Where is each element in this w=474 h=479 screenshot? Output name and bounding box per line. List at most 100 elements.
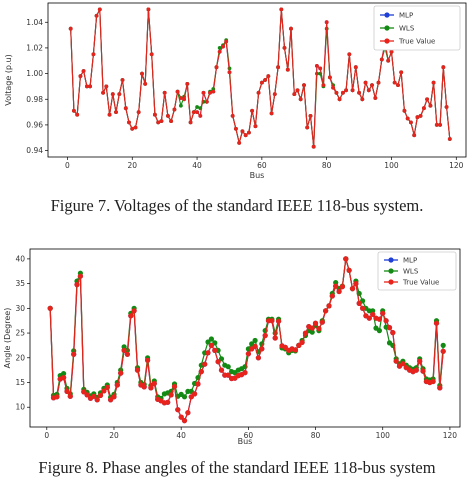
data-point [266,74,271,78]
data-point [247,130,251,135]
data-point [253,124,258,129]
x-tick-label: 40 [176,431,186,440]
x-tick-label: 60 [244,431,254,440]
data-point [344,88,348,93]
x-tick-label: 20 [109,431,119,440]
angle-chart: 0 20 40 60 80 100 120 10 15 20 25 30 35 40 Angle (Deg… [3,248,461,446]
data-point [390,330,396,336]
data-point [376,316,382,322]
data-point [149,52,154,57]
data-point [376,80,381,85]
data-point [218,356,225,362]
data-point [162,90,167,95]
x-tick-label: 80 [311,431,321,440]
data-point [64,388,70,394]
data-point [360,97,365,102]
data-point [263,78,267,82]
data-point [430,378,436,385]
data-point [334,90,339,95]
data-point [309,329,315,335]
y-tick-label: 25 [15,329,25,338]
data-point [114,110,118,114]
y-tick-label: 0.94 [26,146,43,155]
data-point [308,114,313,118]
data-point [198,114,203,118]
data-point [192,391,198,397]
data-point [331,85,335,90]
legend-label: MLP [403,257,417,265]
data-point [321,83,326,87]
data-point [242,370,248,376]
y-tick-label: 10 [15,403,25,412]
data-point [208,336,214,342]
data-point [211,89,216,94]
data-point [389,49,394,54]
x-tick-label: 100 [376,431,391,440]
data-point [230,114,235,118]
data-point [75,112,80,117]
data-point [208,342,214,348]
data-point [68,26,73,31]
y-axis-label: Voltage (p.u) [4,54,13,105]
y-tick-label: 1.00 [26,69,43,78]
data-point [324,20,329,25]
data-point [67,393,73,399]
data-point [289,26,293,31]
data-point [47,305,53,311]
data-point [245,351,251,357]
data-point [94,13,99,18]
data-point [218,367,225,373]
data-point [104,84,109,89]
data-point [370,83,374,87]
data-point [386,58,391,63]
data-point [133,125,138,130]
data-point [309,325,315,331]
data-point [299,339,305,345]
series-layer [47,256,446,424]
data-point [356,300,362,306]
data-point [165,399,171,405]
data-point [91,393,97,399]
data-point [366,88,371,93]
legend-label: True Value [402,279,439,287]
data-point [195,105,200,109]
data-point [250,108,255,113]
data-point [380,310,386,316]
data-point [282,46,287,50]
axis-layer: 0 20 40 60 80 100 120 0.94 0.96 0.98 1.00 1.02 1.04 [26,18,463,170]
data-point [185,82,190,86]
voltage-chart: 0 20 40 60 80 100 1200.940.960.981.001.021.04 … [4,2,467,180]
legend-box [373,5,461,51]
data-point [166,114,170,118]
data-point [402,108,407,113]
data-point [110,92,115,96]
data-point [78,74,83,78]
legend-label: MLP [399,12,413,20]
data-point [350,88,355,93]
data-point [282,344,288,350]
data-point [347,52,352,57]
data-point [316,326,322,332]
data-point [262,332,268,339]
x-tick-label: 0 [65,161,70,170]
data-point [61,371,67,377]
data-point [311,144,316,149]
data-point [400,361,406,367]
data-point [295,88,300,93]
data-point [259,346,265,352]
data-point [272,335,278,341]
legend-marker [384,38,390,44]
data-point [179,96,183,100]
data-point [159,119,164,123]
data-point [298,97,303,102]
data-point [353,65,358,70]
data-point [279,7,284,12]
y-tick-label: 30 [15,304,25,313]
data-point [215,359,221,365]
data-point [438,123,442,127]
data-point [198,369,204,375]
legend-label: True Value [398,38,435,46]
y-tick-label: 0.96 [26,120,43,129]
data-point [88,84,92,89]
data-point [412,133,417,138]
